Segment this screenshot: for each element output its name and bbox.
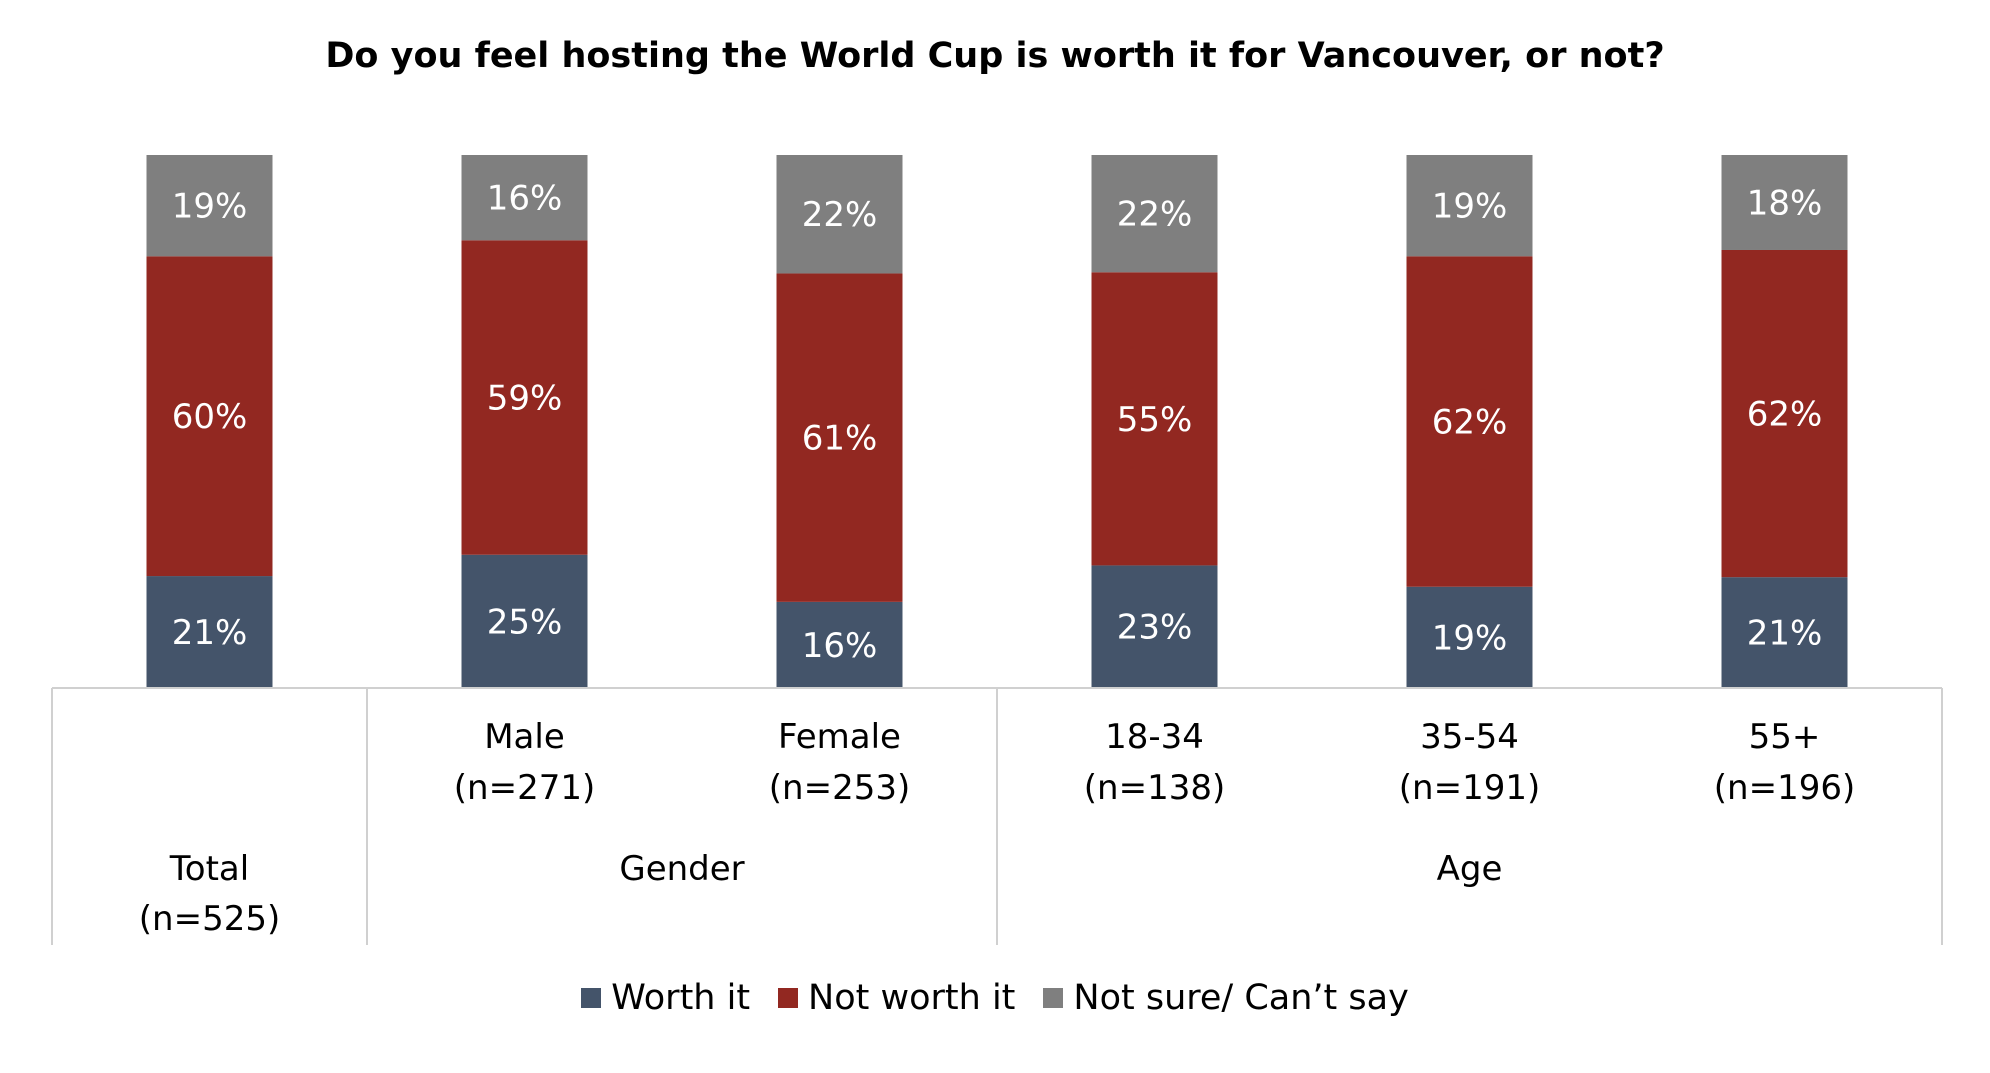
- legend-swatch: [778, 988, 799, 1008]
- data-label: 19%: [172, 187, 248, 227]
- tick-label: Total: [169, 849, 249, 889]
- bar-not-worth-it: [776, 273, 903, 602]
- bar-worth-it: [1091, 565, 1218, 688]
- legend-item-worth-it: Worth it: [581, 978, 750, 1018]
- tick-label-n: (n=271): [454, 768, 595, 808]
- data-label: 21%: [1747, 614, 1823, 654]
- bar-worth-it: [1406, 586, 1533, 688]
- legend-label: Not worth it: [808, 978, 1016, 1018]
- legend-item-not-worth-it: Not worth it: [778, 978, 1015, 1018]
- data-label: 55%: [1117, 400, 1193, 440]
- bar-worth-it: [1721, 577, 1848, 688]
- group-label: Gender: [619, 849, 744, 889]
- bar-worth-it: [776, 601, 903, 688]
- bar-not-sure-can-t-say: [1406, 155, 1533, 257]
- bar-not-sure-can-t-say: [1721, 155, 1848, 250]
- legend-label: Worth it: [611, 978, 751, 1018]
- legend-label: Not sure/ Can’t say: [1073, 978, 1409, 1018]
- bar-not-sure-can-t-say: [461, 155, 588, 241]
- data-label: 25%: [487, 602, 563, 642]
- bar-not-worth-it: [1721, 249, 1848, 578]
- data-label: 22%: [1117, 195, 1193, 235]
- tick-label-n: (n=253): [769, 768, 910, 808]
- data-label: 60%: [172, 397, 248, 437]
- tick-label: 55+: [1749, 717, 1821, 757]
- bar-not-worth-it: [1091, 272, 1218, 566]
- chart-title: Do you feel hosting the World Cup is wor…: [325, 36, 1665, 76]
- bar-not-worth-it: [146, 256, 273, 577]
- tick-label-n: (n=191): [1399, 768, 1540, 808]
- data-label: 62%: [1747, 395, 1823, 435]
- bar-worth-it: [146, 576, 273, 688]
- data-label: 18%: [1747, 183, 1823, 223]
- bar-worth-it: [461, 554, 588, 688]
- bar-not-worth-it: [1406, 256, 1533, 587]
- data-label: 21%: [172, 613, 248, 653]
- data-label: 19%: [1432, 618, 1508, 658]
- bar-not-worth-it: [461, 240, 588, 555]
- data-label: 23%: [1117, 608, 1193, 648]
- tick-label-n: (n=196): [1714, 768, 1855, 808]
- group-label: Age: [1437, 849, 1503, 889]
- data-label: 61%: [802, 419, 878, 459]
- tick-label-n: (n=525): [139, 899, 280, 939]
- bar-not-sure-can-t-say: [1091, 155, 1218, 273]
- tick-label: Female: [778, 717, 901, 757]
- tick-label: Male: [484, 717, 565, 757]
- data-label: 16%: [487, 179, 563, 219]
- tick-label: 35-54: [1420, 717, 1519, 757]
- legend-swatch: [581, 988, 602, 1008]
- chart-legend: Worth it Not worth it Not sure/ Can’t say: [0, 978, 1990, 1018]
- tick-label-n: (n=138): [1084, 768, 1225, 808]
- data-label: 59%: [487, 379, 563, 419]
- legend-swatch: [1043, 988, 1064, 1008]
- data-label: 19%: [1432, 187, 1508, 227]
- bar-not-sure-can-t-say: [146, 155, 273, 257]
- data-label: 16%: [802, 626, 878, 666]
- data-label: 62%: [1432, 403, 1508, 443]
- legend-item-not-sure-can-t-say: Not sure/ Can’t say: [1043, 978, 1409, 1018]
- data-label: 22%: [802, 195, 878, 235]
- tick-label: 18-34: [1105, 717, 1204, 757]
- bar-not-sure-can-t-say: [776, 155, 903, 274]
